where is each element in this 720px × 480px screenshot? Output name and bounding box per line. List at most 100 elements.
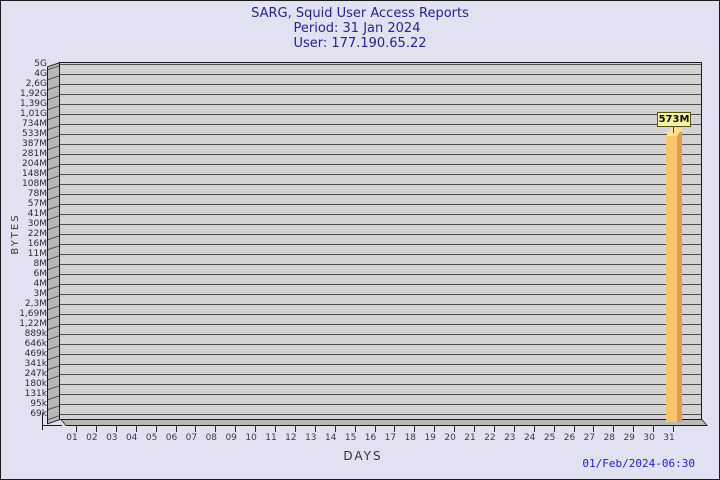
y-tick-label: 30M	[27, 219, 47, 229]
gridline	[60, 374, 701, 375]
x-tick-label: 20	[444, 433, 456, 443]
chart-header: SARG, Squid User Access Reports Period: …	[1, 6, 719, 51]
x-tick-label: 04	[125, 433, 138, 443]
y-tick-label: 5G	[34, 59, 47, 69]
bar-day-31-side-face	[677, 132, 682, 422]
bar-day-31-top-face	[666, 128, 682, 136]
x-tick-mark	[593, 426, 595, 432]
x-tick-label: 07	[185, 433, 198, 443]
x-tick-mark	[653, 426, 655, 432]
x-tick-mark	[493, 426, 495, 432]
x-tick-mark	[633, 426, 635, 432]
x-tick-label: 08	[205, 433, 218, 443]
gridline	[60, 214, 701, 215]
y-tick-label: 41M	[27, 209, 47, 219]
gridline	[60, 244, 701, 245]
x-tick-label: 10	[245, 433, 257, 443]
y-tick-label: 2,3M	[24, 299, 47, 309]
x-tick-mark	[115, 426, 117, 432]
x-tick-mark	[354, 426, 356, 432]
x-tick-label: 15	[344, 433, 357, 443]
y-tick-label: 734M	[22, 119, 47, 129]
y-tick-label: 281M	[22, 149, 47, 159]
bar-day-31	[666, 135, 677, 422]
y-tick-label: 57M	[27, 199, 47, 209]
y-tick-label: 341k	[24, 359, 47, 369]
x-tick-mark	[394, 426, 396, 432]
gridline	[60, 364, 701, 365]
x-tick-mark	[195, 426, 197, 432]
x-tick-label: 25	[543, 433, 556, 443]
gridline	[60, 384, 701, 385]
y-tick-label: 3M	[33, 289, 48, 299]
x-tick-mark	[155, 426, 157, 432]
gridline	[60, 74, 701, 75]
x-tick-mark	[673, 426, 674, 432]
y-tick-label: 1,39G	[19, 99, 47, 109]
x-tick-mark	[215, 426, 217, 432]
gridline	[60, 104, 701, 105]
x-tick-mark	[474, 426, 475, 432]
y-tick-label: 1,22M	[19, 319, 47, 329]
y-tick-label: 646k	[24, 339, 47, 349]
x-tick-mark	[314, 426, 316, 432]
x-tick-mark	[334, 426, 336, 432]
gridline	[60, 284, 701, 285]
x-tick-mark	[454, 426, 456, 432]
gridline	[60, 124, 701, 125]
gridline	[60, 194, 701, 195]
gridline	[60, 134, 701, 135]
generated-timestamp: 01/Feb/2024-06:30	[582, 457, 695, 470]
x-tick-label: 24	[523, 433, 536, 443]
x-tick-mark	[573, 426, 575, 432]
gridline	[60, 414, 701, 415]
gridline	[60, 184, 701, 185]
y-tick-label: 387M	[22, 139, 47, 149]
x-tick-label: 21	[464, 433, 476, 443]
x-tick-mark	[613, 426, 615, 432]
chart-subtitle-block: Period: 31 Jan 2024 User: 177.190.65.22	[293, 21, 426, 51]
bar-value-label: 573M	[657, 112, 691, 127]
y-tick-label: 2,6G	[25, 79, 47, 89]
y-tick-label: 4M	[33, 279, 48, 289]
y-tick-label: 1,01G	[19, 109, 47, 119]
y-tick-label: 78M	[27, 189, 47, 199]
x-tick-label: 26	[563, 433, 576, 443]
plot-floor	[60, 419, 708, 426]
gridline	[60, 324, 701, 325]
chart-user: User: 177.190.65.22	[293, 36, 427, 51]
gridline	[60, 154, 701, 155]
x-tick-mark	[533, 426, 535, 432]
gridline	[60, 334, 701, 335]
y-tick-label: 8M	[33, 259, 48, 269]
y-tick-label: 889k	[24, 329, 47, 339]
x-tick-mark	[414, 426, 416, 432]
gridline	[60, 404, 701, 405]
y-tick-label: 533M	[22, 129, 47, 139]
gridline	[60, 174, 701, 175]
y-tick-label: 204M	[22, 159, 47, 169]
gridline	[60, 304, 701, 305]
gridline	[60, 234, 701, 235]
y-tick-label: 6M	[33, 269, 48, 279]
x-tick-label: 13	[305, 433, 317, 443]
x-tick-mark	[235, 426, 237, 432]
x-tick-mark	[553, 426, 555, 432]
x-tick-label: 09	[225, 433, 237, 443]
gridline	[60, 94, 701, 95]
x-tick-label: 02	[86, 433, 98, 443]
x-tick-mark	[374, 426, 376, 432]
x-tick-mark	[434, 426, 436, 432]
y-tick-label: 22M	[27, 229, 47, 239]
gridline	[60, 164, 701, 165]
x-tick-label: 27	[583, 433, 596, 443]
y-tick-label: 180k	[24, 379, 47, 389]
gridline	[60, 144, 701, 145]
x-tick-label: 06	[165, 433, 178, 443]
chart-title: SARG, Squid User Access Reports	[251, 6, 469, 21]
y-tick-label: 16M	[27, 239, 47, 249]
x-tick-mark	[135, 426, 137, 432]
x-axis-title: DAYS	[343, 449, 383, 463]
bar-value-callout-line	[673, 127, 674, 133]
y-tick-label: 95k	[30, 399, 47, 409]
